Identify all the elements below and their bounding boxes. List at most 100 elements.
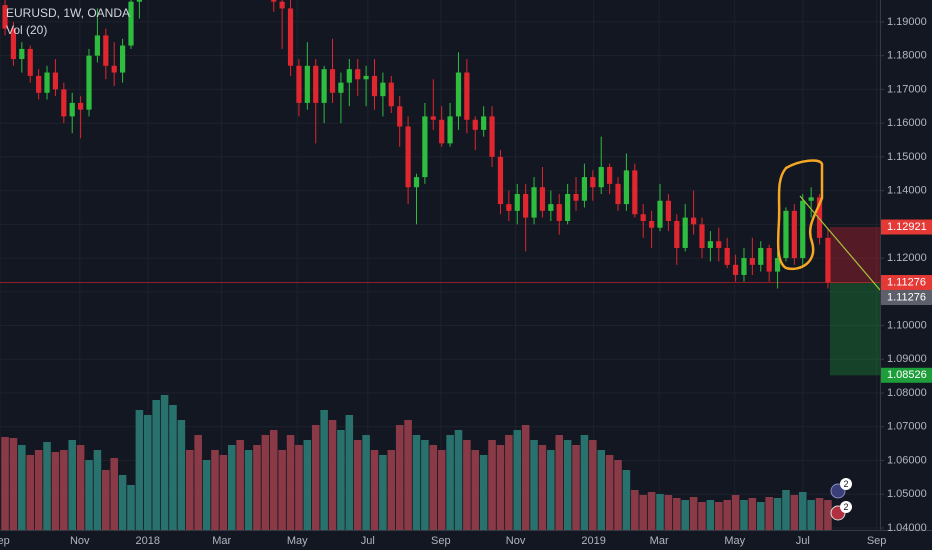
- y-tick-label: 1.17000: [887, 83, 927, 95]
- volume-bar: [144, 415, 152, 530]
- volume-bar: [93, 450, 102, 530]
- candle-body: [397, 106, 403, 127]
- x-tick-label: Mar: [650, 535, 669, 547]
- position-tool[interactable]: [0, 227, 880, 376]
- candle-body: [329, 69, 336, 93]
- candle-body: [539, 187, 546, 211]
- volume-bar: [807, 500, 815, 530]
- volume-bar: [639, 495, 647, 530]
- volume-bar: [681, 500, 689, 530]
- volume-bar: [1, 437, 9, 530]
- candle-body: [128, 1, 134, 46]
- y-tick-label: 1.15000: [887, 151, 927, 163]
- candle-body: [61, 89, 67, 117]
- candle-body: [565, 193, 571, 221]
- volume-bar: [118, 475, 127, 530]
- volume-bar: [605, 455, 614, 530]
- volume-bar: [76, 445, 85, 530]
- candle-body: [279, 1, 285, 9]
- badge: [840, 501, 852, 513]
- y-tick-label: 1.08000: [887, 387, 927, 399]
- price-label: 1.11276: [887, 276, 926, 288]
- candle-body: [346, 69, 352, 83]
- candle-body: [304, 65, 310, 103]
- candle-body: [430, 116, 436, 120]
- price-label-box: [881, 275, 932, 291]
- volume-bar: [211, 450, 219, 530]
- candle-body: [732, 264, 739, 275]
- candle-body: [422, 116, 428, 178]
- volume-bar: [563, 440, 572, 530]
- volume-bar: [631, 490, 639, 530]
- volume-bar: [521, 425, 530, 530]
- candle-body: [573, 193, 579, 201]
- volume-bar: [34, 450, 43, 530]
- candle-body: [36, 75, 42, 93]
- event-icons[interactable]: 2 2: [830, 478, 852, 521]
- hand-drawn-circle[interactable]: [776, 159, 824, 271]
- volume-bar: [395, 425, 404, 530]
- candle-body: [590, 177, 596, 188]
- volume-bar: [219, 455, 228, 530]
- volume-bar: [421, 440, 429, 530]
- candle-body: [10, 28, 17, 60]
- volume-bar: [748, 498, 757, 530]
- candle-body: [44, 72, 50, 93]
- volume-bar: [547, 450, 555, 530]
- volume-bar: [446, 435, 454, 530]
- candle-body: [640, 214, 646, 221]
- candle-body: [439, 119, 445, 144]
- price-label: 1.12921: [887, 221, 927, 233]
- volume-bar: [261, 435, 270, 530]
- x-tick-label: Nov: [70, 535, 90, 547]
- candle-body: [531, 187, 537, 218]
- y-tick-label: 1.12000: [887, 252, 927, 264]
- volume-bar: [782, 490, 790, 530]
- candle-body: [657, 200, 663, 228]
- volume-bar: [177, 420, 186, 530]
- price-label-box: [881, 367, 932, 383]
- candle-body: [472, 119, 478, 130]
- candle-body: [371, 75, 378, 97]
- volume-bar: [135, 410, 144, 530]
- y-tick-label: 1.16000: [887, 117, 927, 129]
- volume-bar: [286, 435, 295, 530]
- x-tick-label: Nov: [506, 535, 526, 547]
- volume-bar: [622, 470, 631, 530]
- volume-bar: [664, 495, 673, 530]
- candle-body: [623, 170, 630, 205]
- x-tick-label: Sep: [867, 535, 887, 547]
- candle-body: [481, 116, 487, 130]
- volume-title: Vol (20): [6, 23, 47, 37]
- candle-body: [52, 72, 59, 90]
- candle-body: [800, 200, 806, 259]
- volume-bar: [194, 435, 202, 530]
- y-tick-label: 1.09000: [887, 353, 927, 365]
- volume-bar: [9, 438, 18, 530]
- volume-bar: [723, 500, 731, 530]
- volume-bar: [589, 440, 597, 530]
- volume-bar: [337, 430, 345, 530]
- volume-bar: [773, 498, 782, 530]
- volume-bar: [387, 450, 396, 530]
- trend-line[interactable]: [799, 195, 881, 291]
- x-tick-label: Sep: [431, 535, 451, 547]
- volume-bar: [60, 450, 68, 530]
- x-tick-label: May: [287, 535, 308, 547]
- volume-bar: [278, 450, 286, 530]
- candle-body: [363, 75, 369, 80]
- candle-body: [464, 72, 470, 120]
- volume-bar: [790, 495, 799, 530]
- volume-bar: [513, 430, 522, 530]
- x-tick-label: Mar: [212, 535, 231, 547]
- volume-bar: [673, 498, 681, 530]
- drawings[interactable]: [776, 159, 881, 291]
- axes: 1.04000 1.05000 1.06000 1.07000 1.08000 1.090…: [0, 16, 932, 547]
- candle-body: [523, 193, 529, 218]
- volume-bar: [647, 492, 656, 530]
- volume-bar: [379, 455, 387, 530]
- volume-bar: [102, 470, 110, 530]
- y-tick-label: 1.18000: [887, 50, 927, 62]
- volume-bar: [555, 435, 564, 530]
- candle-body: [455, 72, 462, 117]
